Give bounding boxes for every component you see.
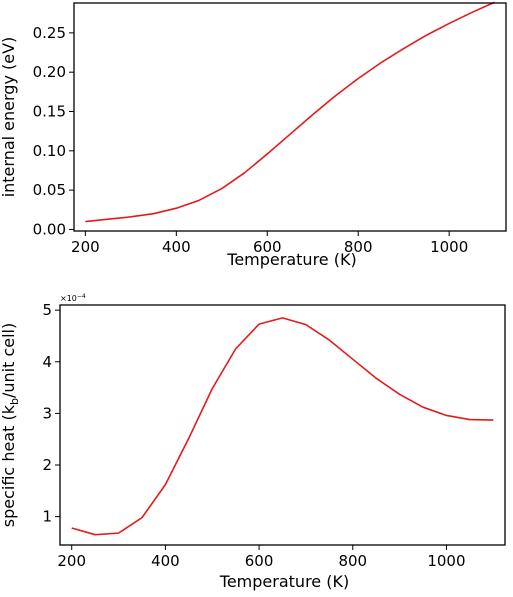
chart-panel-2: 200 400 600 800 1000 1 2 3 4 5 Temperature (K) spec… xyxy=(0,293,506,591)
data-point xyxy=(94,533,96,535)
y-tick-label: 3 xyxy=(42,404,52,422)
data-point xyxy=(266,153,268,155)
chart-panel-1: 200 400 600 800 1000 0.00 0.05 0.10 0.15 0.20 0.25… xyxy=(0,1,507,269)
x-tick-label: 800 xyxy=(344,238,373,256)
x-tick-label: 400 xyxy=(162,238,191,256)
data-point xyxy=(328,339,330,341)
y-axis-label: specific heat (kb/unit cell) xyxy=(0,323,21,527)
data-point xyxy=(141,516,143,518)
data-point xyxy=(422,406,424,408)
y-tick-label: 0.00 xyxy=(33,220,66,238)
y-tick-label: 0.10 xyxy=(33,142,66,160)
series-line xyxy=(71,317,494,536)
x-tick-label: 600 xyxy=(245,552,274,570)
data-point xyxy=(211,387,213,389)
y-tick-label: 0.20 xyxy=(33,63,66,81)
series-line xyxy=(85,1,495,223)
data-point xyxy=(425,34,427,36)
data-point xyxy=(188,437,190,439)
data-point xyxy=(402,47,404,49)
data-point xyxy=(258,323,260,325)
x-tick-label: 1000 xyxy=(427,552,465,570)
x-tick-label: 200 xyxy=(57,552,86,570)
y-tick-label: 0.05 xyxy=(33,181,66,199)
data-point xyxy=(117,532,119,534)
y-tick-label: 1 xyxy=(42,508,52,526)
axis-offset-label: ×10−4 xyxy=(60,293,86,303)
data-point xyxy=(305,323,307,325)
data-point xyxy=(243,172,245,174)
data-point xyxy=(130,216,132,218)
data-point xyxy=(352,358,354,360)
data-point xyxy=(334,95,336,97)
data-point xyxy=(469,418,471,420)
data-point xyxy=(84,220,86,222)
x-axis-label: Temperature (K) xyxy=(219,572,349,591)
data-point xyxy=(175,207,177,209)
y-tick-label: 5 xyxy=(42,301,52,319)
data-point xyxy=(445,414,447,416)
data-point xyxy=(234,348,236,350)
plot-frame xyxy=(73,2,507,232)
y-tick-label: 0.25 xyxy=(33,24,66,42)
x-tick-label: 800 xyxy=(338,552,367,570)
data-point xyxy=(281,317,283,319)
data-point xyxy=(357,77,359,79)
x-axis-label: Temperature (K) xyxy=(226,250,356,269)
data-point xyxy=(107,218,109,220)
y-tick-label: 4 xyxy=(42,353,52,371)
data-point xyxy=(71,527,73,529)
plot-frame xyxy=(59,304,506,546)
data-point xyxy=(380,62,382,64)
data-point xyxy=(492,419,494,421)
data-point xyxy=(221,187,223,189)
y-tick-label: 0.15 xyxy=(33,102,66,120)
x-tick-label: 400 xyxy=(151,552,180,570)
data-point xyxy=(471,11,473,13)
data-point xyxy=(375,377,377,379)
data-point xyxy=(152,213,154,215)
y-tick-label: 2 xyxy=(42,456,52,474)
y-axis-label: internal energy (eV) xyxy=(0,37,18,198)
data-point xyxy=(198,199,200,201)
data-point xyxy=(312,113,314,115)
data-point xyxy=(448,22,450,24)
x-tick-label: 600 xyxy=(253,238,282,256)
data-point xyxy=(398,393,400,395)
data-point xyxy=(164,483,166,485)
x-tick-label: 1000 xyxy=(430,238,468,256)
x-tick-label: 200 xyxy=(71,238,100,256)
data-point xyxy=(289,133,291,135)
